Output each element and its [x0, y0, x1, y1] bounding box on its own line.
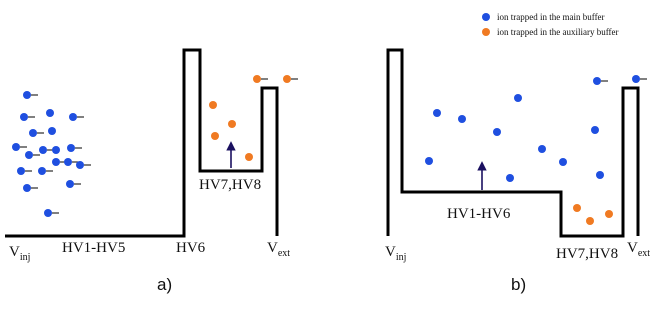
aux-buffer-ion: [228, 120, 236, 128]
main-buffer-ion: [25, 151, 33, 159]
main-buffer-ion: [64, 158, 72, 166]
main-buffer-ion: [52, 146, 60, 154]
main-buffer-ion: [632, 75, 640, 83]
aux-buffer-ion: [573, 204, 581, 212]
panel-a: Vinj HV1-HV5 HV6 HV7,HV8 Vext a): [5, 50, 298, 294]
main-buffer-ion: [69, 113, 77, 121]
label-vext-a: Vext: [267, 240, 290, 259]
main-buffer-ion: [23, 91, 31, 99]
potential-profile-a: [5, 50, 277, 236]
legend-aux-label: ion trapped in the auxiliary buffer: [497, 27, 619, 37]
main-buffer-ion: [76, 161, 84, 169]
main-buffer-ion: [48, 127, 56, 135]
potential-profile-b: [388, 50, 638, 236]
main-buffer-ion: [538, 145, 546, 153]
aux-buffer-ion: [253, 75, 261, 83]
legend-aux-dot: [482, 28, 490, 36]
main-buffer-ion: [493, 128, 501, 136]
main-buffer-ion: [591, 126, 599, 134]
legend-main-dot: [482, 13, 490, 21]
main-buffer-ion: [17, 167, 25, 175]
main-buffer-ion: [39, 146, 47, 154]
panel-a-caption: a): [157, 275, 172, 294]
main-buffer-ion: [20, 113, 28, 121]
aux-buffer-ion: [245, 153, 253, 161]
main-buffer-ion: [596, 171, 604, 179]
main-buffer-ion: [67, 144, 75, 152]
label-hv1-hv6: HV1-HV6: [447, 206, 511, 222]
label-vinj-a: Vinj: [9, 244, 30, 263]
main-buffer-ion: [23, 184, 31, 192]
main-buffer-ion: [593, 77, 601, 85]
main-buffer-ion: [559, 158, 567, 166]
main-buffer-ion: [52, 158, 60, 166]
main-buffer-ion: [433, 109, 441, 117]
main-buffer-ion: [458, 115, 466, 123]
panel-b-caption: b): [511, 275, 526, 294]
label-hv7-hv8-a: HV7,HV8: [199, 177, 261, 193]
aux-buffer-ion: [605, 210, 613, 218]
label-vext-b: Vext: [627, 240, 650, 259]
ion-group-b: [425, 75, 647, 225]
main-buffer-ion: [29, 129, 37, 137]
ion-group-a: [12, 75, 298, 217]
main-buffer-ion: [66, 180, 74, 188]
aux-buffer-ion: [211, 132, 219, 140]
main-buffer-ion: [44, 209, 52, 217]
panel-b: Vinj HV1-HV6 HV7,HV8 Vext b): [385, 50, 650, 294]
aux-buffer-ion: [586, 217, 594, 225]
legend-main-label: ion trapped in the main buffer: [497, 12, 605, 22]
main-buffer-ion: [514, 94, 522, 102]
main-buffer-ion: [12, 143, 20, 151]
aux-buffer-ion: [209, 101, 217, 109]
main-buffer-ion: [506, 174, 514, 182]
main-buffer-ion: [46, 109, 54, 117]
legend: ion trapped in the main buffer ion trapp…: [482, 12, 619, 37]
main-buffer-ion: [38, 167, 46, 175]
aux-buffer-ion: [283, 75, 291, 83]
label-vinj-b: Vinj: [385, 244, 406, 263]
label-hv7-hv8-b: HV7,HV8: [556, 246, 618, 262]
main-buffer-ion: [425, 157, 433, 165]
label-hv1-hv5: HV1-HV5: [62, 240, 125, 256]
label-hv6: HV6: [176, 240, 206, 256]
